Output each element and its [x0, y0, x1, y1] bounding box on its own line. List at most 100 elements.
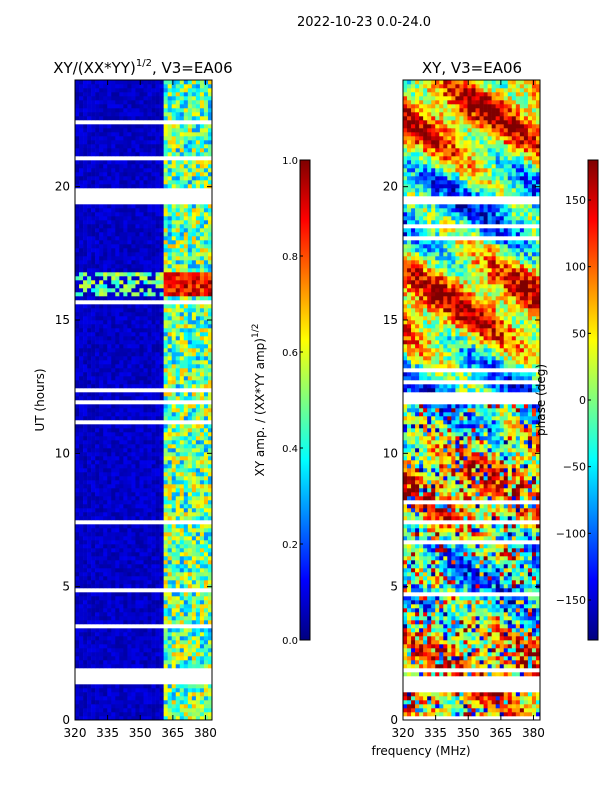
- heatmap-cell: [207, 484, 213, 489]
- heatmap-cell: [195, 152, 201, 157]
- heatmap-cell: [191, 708, 197, 713]
- heatmap-cell: [163, 92, 168, 97]
- heatmap-cell: [171, 160, 177, 165]
- heatmap-cell: [115, 116, 120, 121]
- heatmap-cell: [95, 684, 100, 689]
- heatmap-cell: [155, 308, 160, 313]
- heatmap-cell: [167, 644, 173, 649]
- heatmap-cell: [207, 476, 213, 481]
- heatmap-cell: [135, 528, 140, 533]
- heatmap-cell: [167, 664, 173, 669]
- heatmap-cell: [179, 424, 185, 429]
- heatmap-cell: [175, 176, 181, 181]
- heatmap-cell: [131, 496, 136, 501]
- heatmap-cell: [131, 84, 136, 89]
- heatmap-cell: [195, 392, 201, 397]
- heatmap-cell: [115, 556, 120, 561]
- heatmap-cell: [95, 560, 100, 565]
- heatmap-cell: [123, 396, 128, 401]
- heatmap-cell: [123, 132, 128, 137]
- heatmap-cell: [131, 424, 136, 429]
- heatmap-cell: [151, 240, 156, 245]
- heatmap-cell: [115, 228, 120, 233]
- heatmap-cell: [87, 104, 92, 109]
- heatmap-cell: [79, 656, 84, 661]
- heatmap-cell: [195, 716, 201, 721]
- heatmap-cell: [187, 632, 193, 637]
- heatmap-cell: [139, 292, 144, 297]
- heatmap-cell: [155, 692, 160, 697]
- heatmap-cell: [103, 472, 108, 477]
- heatmap-cell: [147, 560, 152, 565]
- heatmap-cell: [179, 336, 185, 341]
- heatmap-cell: [123, 260, 128, 265]
- heatmap-cell: [107, 596, 112, 601]
- heatmap-cell: [199, 612, 205, 617]
- heatmap-cell: [175, 416, 181, 421]
- heatmap-cell: [79, 384, 84, 389]
- heatmap-cell: [163, 84, 168, 89]
- heatmap-cell: [195, 168, 201, 173]
- heatmap-cell: [111, 336, 116, 341]
- heatmap-cell: [139, 128, 144, 133]
- heatmap-cell: [99, 256, 104, 261]
- heatmap-cell: [119, 492, 124, 497]
- heatmap-cell: [83, 280, 88, 285]
- heatmap-cell: [175, 104, 181, 109]
- heatmap-cell: [199, 552, 205, 557]
- heatmap-cell: [187, 88, 193, 93]
- heatmap-cell: [87, 452, 92, 457]
- heatmap-cell: [187, 584, 193, 589]
- heatmap-cell: [159, 596, 164, 601]
- heatmap-cell: [83, 172, 88, 177]
- heatmap-cell: [147, 132, 152, 137]
- heatmap-cell: [179, 216, 185, 221]
- heatmap-cell: [191, 280, 197, 285]
- heatmap-cell: [135, 204, 140, 209]
- heatmap-cell: [167, 108, 173, 113]
- heatmap-cell: [119, 100, 124, 105]
- heatmap-cell: [163, 228, 168, 233]
- heatmap-cell: [155, 348, 160, 353]
- heatmap-cell: [127, 224, 132, 229]
- heatmap-cell: [143, 476, 148, 481]
- heatmap-cell: [183, 556, 189, 561]
- heatmap-cell: [183, 456, 189, 461]
- heatmap-cell: [199, 232, 205, 237]
- heatmap-cell: [119, 208, 124, 213]
- heatmap-cell: [207, 664, 213, 669]
- heatmap-cell: [207, 436, 213, 441]
- heatmap-cell: [175, 644, 181, 649]
- heatmap-cell: [75, 544, 80, 549]
- heatmap-cell: [151, 704, 156, 709]
- heatmap-cell: [107, 552, 112, 557]
- heatmap-cell: [167, 516, 173, 521]
- heatmap-cell: [99, 352, 104, 357]
- heatmap-cell: [175, 632, 181, 637]
- heatmap-cell: [103, 176, 108, 181]
- heatmap-cell: [191, 380, 197, 385]
- heatmap-cell: [199, 472, 205, 477]
- heatmap-cell: [171, 328, 177, 333]
- heatmap-cell: [99, 252, 104, 257]
- heatmap-cell: [159, 264, 164, 269]
- heatmap-cell: [131, 712, 136, 717]
- heatmap-cell: [163, 140, 168, 145]
- heatmap-cell: [143, 264, 148, 269]
- heatmap-cell: [127, 552, 132, 557]
- heatmap-cell: [83, 700, 88, 705]
- heatmap-cell: [151, 384, 156, 389]
- heatmap-cell: [179, 352, 185, 357]
- heatmap-cell: [103, 592, 108, 597]
- heatmap-cell: [123, 80, 128, 85]
- heatmap-cell: [155, 128, 160, 133]
- heatmap-cell: [107, 692, 112, 697]
- heatmap-cell: [139, 312, 144, 317]
- heatmap-cell: [167, 628, 173, 633]
- heatmap-cell: [191, 548, 197, 553]
- heatmap-cell: [95, 548, 100, 553]
- heatmap-cell: [179, 684, 185, 689]
- heatmap-cell: [191, 640, 197, 645]
- heatmap-cell: [147, 576, 152, 581]
- heatmap-cell: [199, 240, 205, 245]
